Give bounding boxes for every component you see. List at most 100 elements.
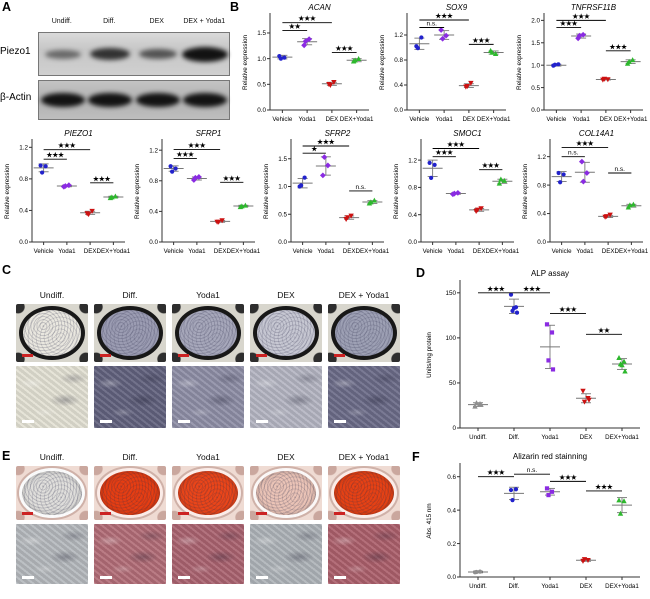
svg-text:Alizarin red stainning: Alizarin red stainning	[513, 452, 587, 461]
beta-actin-blot-image	[38, 80, 230, 120]
panel-c-well-ring	[331, 306, 397, 360]
panel-c-well-image-0	[16, 304, 88, 362]
svg-text:n.s.: n.s.	[356, 184, 367, 191]
piezo1-blot-image	[38, 32, 230, 76]
red-scalebar	[178, 354, 189, 357]
svg-text:0.0: 0.0	[394, 107, 403, 114]
panel-e-micrograph-image-4	[328, 524, 400, 584]
svg-text:0.6: 0.6	[447, 474, 456, 481]
svg-text:0.4: 0.4	[537, 211, 546, 218]
svg-text:★★★: ★★★	[336, 44, 355, 52]
svg-text:Yoda1: Yoda1	[541, 583, 559, 590]
chart-tnfrsf11b: 0.0 0.5 1.0 1.5 2.0 Vehicle Yoda1 DEX DEX+Yoda1 T…	[514, 2, 648, 124]
red-scalebar	[22, 354, 33, 357]
panel-c-well-image-1	[94, 304, 166, 362]
svg-text:DEX: DEX	[473, 248, 486, 255]
panel-a-label: A	[2, 0, 12, 14]
panel-b-label: B	[230, 0, 240, 14]
svg-text:1.0: 1.0	[278, 184, 287, 191]
panel-e-column-label-4: DEX + Yoda1	[338, 452, 390, 462]
svg-text:Relative expression: Relative expression	[242, 35, 249, 90]
panel-c-micrograph-image-0	[16, 366, 88, 428]
svg-text:0.8: 0.8	[394, 57, 403, 64]
blot-band	[182, 46, 229, 62]
beta-actin-row-label: β-Actin	[0, 92, 32, 103]
svg-text:★★★: ★★★	[447, 141, 466, 149]
svg-text:★★★: ★★★	[482, 162, 501, 170]
svg-text:★★★: ★★★	[188, 141, 207, 149]
chart-svg-smoc1: 0.0 0.4 0.8 1.2 Vehicle Yoda1 DEX DEX+Yoda1 SMOC…	[393, 129, 519, 255]
panel-c-well-ring	[97, 306, 163, 360]
svg-text:1.2: 1.2	[408, 157, 417, 164]
panel-e-micrograph-image-2	[172, 524, 244, 584]
panel-e-well-ring	[253, 468, 319, 518]
svg-text:★★★: ★★★	[487, 469, 506, 477]
panel-e-well-image-0	[16, 466, 88, 520]
white-scalebar	[22, 576, 34, 579]
svg-text:★★★: ★★★	[595, 483, 614, 491]
panel-c-column-label-4: DEX + Yoda1	[338, 290, 390, 300]
svg-text:★★: ★★	[289, 22, 302, 30]
svg-text:★★★: ★★★	[487, 285, 506, 293]
chart-svg-alp: 0 50 100 150 Undiff. Diff. Yoda1 DEX DEX+Yoda1 AL…	[426, 269, 640, 441]
svg-text:100: 100	[445, 335, 456, 342]
white-scalebar	[100, 576, 112, 579]
svg-text:n.s.: n.s.	[527, 467, 538, 474]
panel-e-well-ring	[19, 468, 85, 518]
blot-band	[40, 93, 85, 107]
blot-band	[44, 49, 81, 59]
blot-band	[88, 93, 133, 107]
svg-text:Relative expression: Relative expression	[379, 35, 386, 90]
chart-svg-sfrp1: 0.0 0.4 0.8 1.2 Vehicle Yoda1 DEX DEX+Yoda1 SFRP…	[134, 129, 260, 255]
red-scalebar	[178, 512, 189, 515]
western-blot-panel: Undiff. Diff. DEX DEX + Yoda1 Piezo1 β-Acti…	[0, 14, 232, 126]
svg-text:★★★: ★★★	[435, 12, 454, 20]
white-scalebar	[256, 420, 268, 423]
panel-c-micrograph-image-1	[94, 366, 166, 428]
svg-text:Abs. 415 nm: Abs. 415 nm	[426, 503, 433, 538]
red-scalebar	[334, 354, 345, 357]
svg-text:0: 0	[452, 425, 456, 432]
svg-text:1.5: 1.5	[531, 40, 540, 47]
svg-text:0.8: 0.8	[149, 178, 158, 185]
panel-c-column-label-0: Undiff.	[39, 290, 65, 300]
panel-c-label: C	[2, 263, 12, 277]
white-scalebar	[256, 576, 268, 579]
svg-text:Vehicle: Vehicle	[409, 116, 430, 123]
svg-text:150: 150	[445, 290, 456, 297]
panel-e-well-image-2	[172, 466, 244, 520]
svg-text:★★★: ★★★	[223, 174, 242, 182]
svg-text:Relative expression: Relative expression	[393, 164, 400, 219]
panel-e-micrograph-image-1	[94, 524, 166, 584]
svg-text:Yoda1: Yoda1	[541, 434, 559, 441]
svg-text:Relative expression: Relative expression	[4, 164, 11, 219]
blot-lane-label-3: DEX + Yoda1	[183, 18, 226, 25]
svg-text:Vehicle: Vehicle	[423, 248, 444, 255]
svg-text:SFRP1: SFRP1	[196, 129, 222, 138]
white-scalebar	[178, 420, 190, 423]
svg-text:1.2: 1.2	[19, 145, 28, 152]
piezo1-row-label: Piezo1	[0, 46, 31, 57]
svg-text:TNFRSF11B: TNFRSF11B	[571, 3, 617, 12]
svg-text:DEX: DEX	[326, 116, 339, 123]
svg-text:Relative expression: Relative expression	[522, 164, 529, 219]
panel-e-well-ring	[331, 468, 397, 518]
svg-text:Relative expression: Relative expression	[516, 35, 523, 90]
svg-text:Vehicle: Vehicle	[546, 116, 567, 123]
chart-smoc1: 0.0 0.4 0.8 1.2 Vehicle Yoda1 DEX DEX+Yoda1 SMOC…	[391, 128, 519, 256]
svg-text:★★★: ★★★	[58, 142, 77, 150]
svg-text:1.0: 1.0	[257, 56, 266, 63]
svg-text:0.4: 0.4	[447, 507, 456, 514]
svg-text:DEX: DEX	[214, 248, 227, 255]
svg-text:DEX: DEX	[600, 116, 613, 123]
panel-c-well-image-3	[250, 304, 322, 362]
svg-text:Diff.: Diff.	[509, 434, 520, 441]
svg-text:0.8: 0.8	[19, 176, 28, 183]
svg-text:n.s.: n.s.	[615, 166, 626, 173]
svg-text:DEX: DEX	[580, 583, 593, 590]
white-scalebar	[22, 420, 34, 423]
svg-text:Relative expression: Relative expression	[134, 164, 141, 219]
svg-text:DEX+Yoda1: DEX+Yoda1	[227, 248, 260, 255]
svg-text:1.2: 1.2	[537, 154, 546, 161]
